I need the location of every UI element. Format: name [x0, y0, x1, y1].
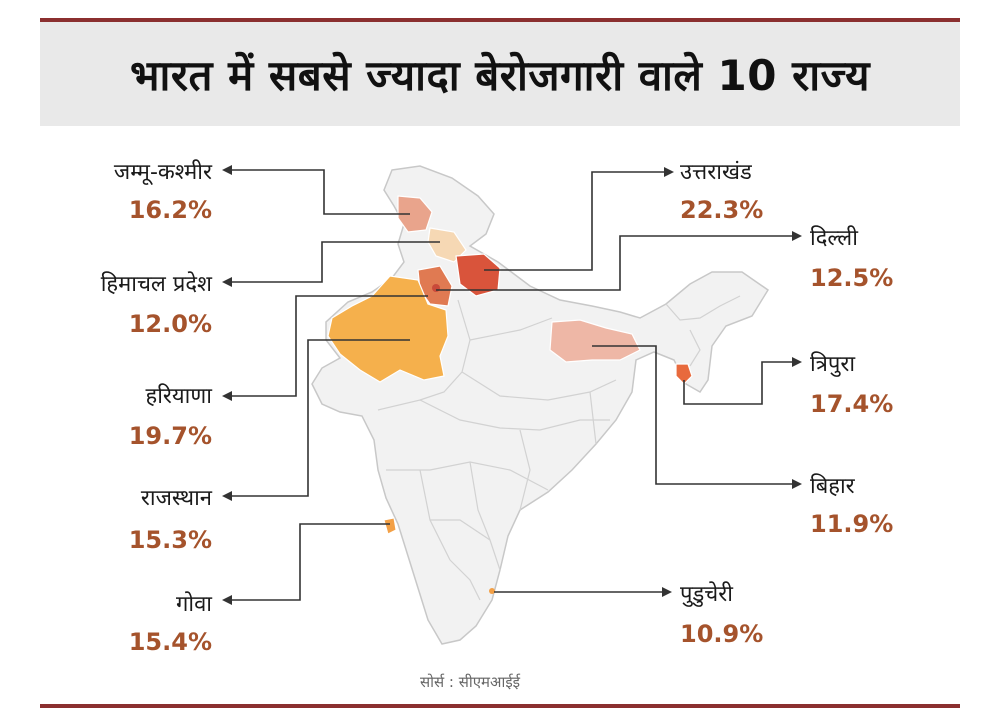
state-jammu-kashmir[interactable]: [397, 195, 433, 233]
label-delhi: दिल्ली: [810, 226, 858, 251]
arrowheads: [222, 165, 802, 605]
source-credit: सोर्स : सीएमआईई: [419, 673, 521, 691]
label-bihar: बिहार: [810, 474, 855, 499]
state-borders: [377, 295, 741, 601]
leader-lines: [228, 169, 796, 601]
state-goa[interactable]: [383, 517, 397, 535]
label-himachal-pradesh: हिमाचल प्रदेश: [100, 272, 212, 297]
value-uttarakhand: 22.3%: [680, 196, 764, 224]
label-uttarakhand: उत्तराखंड: [680, 160, 752, 185]
label-jammu-kashmir: जम्मू-कश्मीर: [113, 160, 212, 185]
label-haryana: हरियाणा: [145, 384, 212, 409]
label-goa: गोवा: [175, 592, 212, 617]
state-tripura[interactable]: [675, 363, 693, 385]
bottom-border: [40, 704, 960, 708]
value-bihar: 11.9%: [810, 510, 894, 538]
label-rajasthan: राजस्थान: [140, 486, 212, 511]
label-puducherry: पुडुचेरी: [680, 582, 733, 607]
value-jammu-kashmir: 16.2%: [128, 196, 212, 224]
value-puducherry: 10.9%: [680, 620, 764, 648]
value-himachal-pradesh: 12.0%: [128, 310, 212, 338]
top-border: [40, 18, 960, 22]
value-delhi: 12.5%: [810, 264, 894, 292]
title-bar: भारत में सबसे ज्यादा बेरोजगारी वाले 10 र…: [40, 22, 960, 126]
value-goa: 15.4%: [128, 628, 212, 656]
value-haryana: 19.7%: [128, 422, 212, 450]
value-tripura: 17.4%: [810, 390, 894, 418]
label-tripura: त्रिपुरा: [810, 352, 856, 377]
chart-title: भारत में सबसे ज्यादा बेरोजगारी वाले 10 र…: [129, 50, 871, 100]
state-bihar[interactable]: [549, 319, 641, 363]
india-outline: [311, 165, 770, 645]
value-rajasthan: 15.3%: [128, 526, 212, 554]
state-puducherry[interactable]: [489, 588, 495, 594]
state-rajasthan[interactable]: [327, 275, 449, 383]
